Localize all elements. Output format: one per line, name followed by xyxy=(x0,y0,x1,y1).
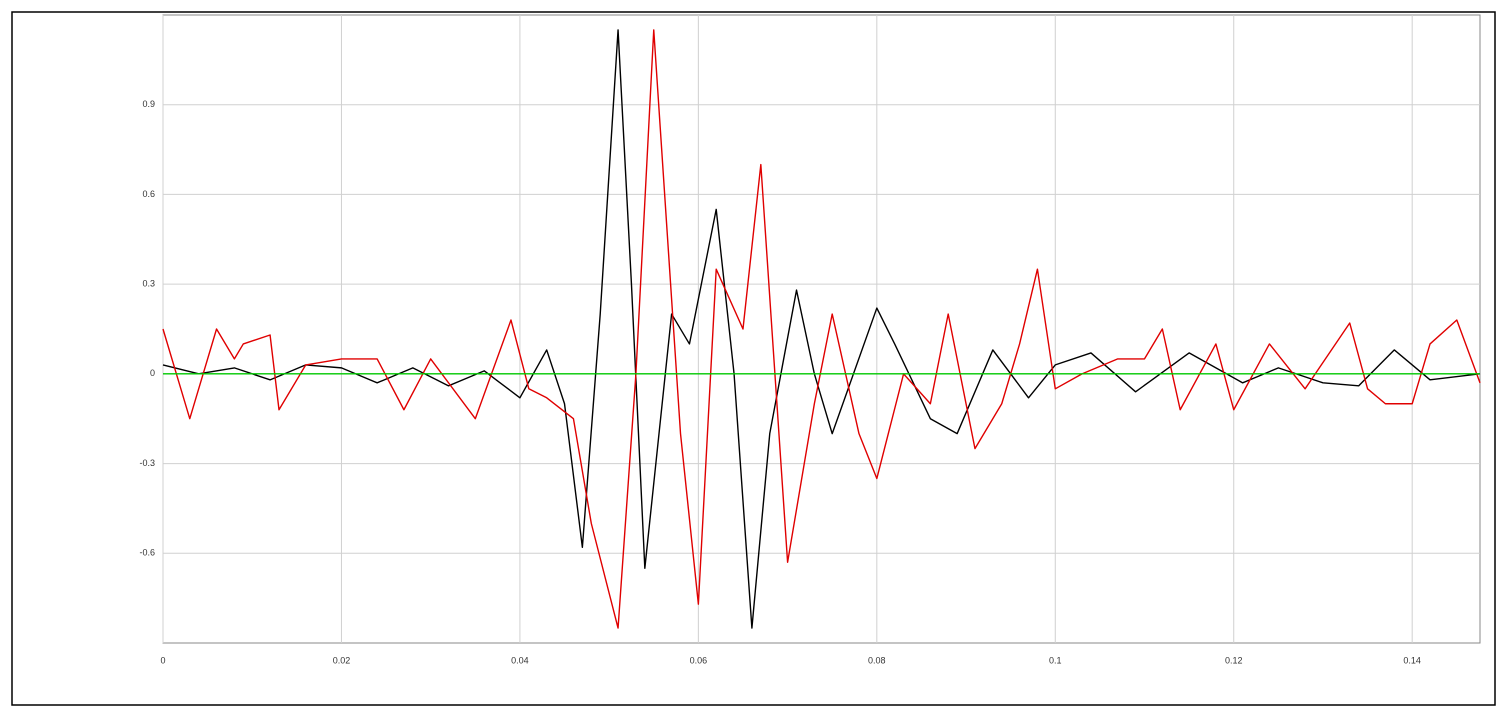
x-tick-label: 0.06 xyxy=(690,655,708,665)
x-tick-label: 0.14 xyxy=(1403,655,1421,665)
x-tick-label: 0.04 xyxy=(511,655,529,665)
y-tick-label: 0.3 xyxy=(142,279,155,289)
y-tick-label: 0.9 xyxy=(142,99,155,109)
x-tick-label: 0.02 xyxy=(333,655,351,665)
y-tick-label: 0 xyxy=(150,368,155,378)
x-tick-label: 0 xyxy=(160,655,165,665)
x-tick-label: 0.12 xyxy=(1225,655,1243,665)
line-series xyxy=(162,29,1481,629)
frame xyxy=(11,11,1496,706)
y-tick-label: -0.6 xyxy=(139,548,155,558)
y-tick-label: 0.6 xyxy=(142,189,155,199)
x-tick-label: 0.1 xyxy=(1049,655,1062,665)
y-tick-label: -0.3 xyxy=(139,458,155,468)
line-series xyxy=(162,29,1481,629)
x-tick-label: 0.08 xyxy=(868,655,886,665)
